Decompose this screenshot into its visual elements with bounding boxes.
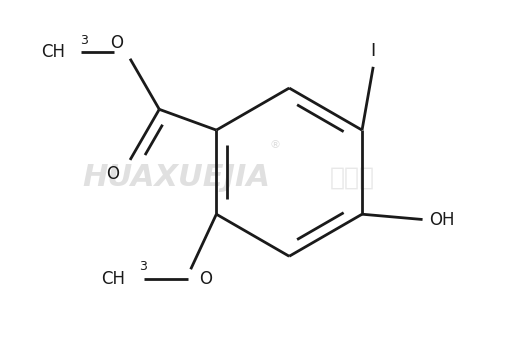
Text: 化学加: 化学加 <box>330 166 375 190</box>
Text: O: O <box>107 164 120 183</box>
Text: I: I <box>371 42 376 60</box>
Text: HUAXUEJIA: HUAXUEJIA <box>82 163 270 193</box>
Text: OH: OH <box>430 210 455 229</box>
Text: O: O <box>110 34 123 52</box>
Text: 3: 3 <box>80 33 88 47</box>
Text: 3: 3 <box>139 261 147 273</box>
Text: CH: CH <box>41 43 64 61</box>
Text: O: O <box>199 269 212 288</box>
Text: CH: CH <box>101 269 125 288</box>
Text: ®: ® <box>269 140 280 150</box>
